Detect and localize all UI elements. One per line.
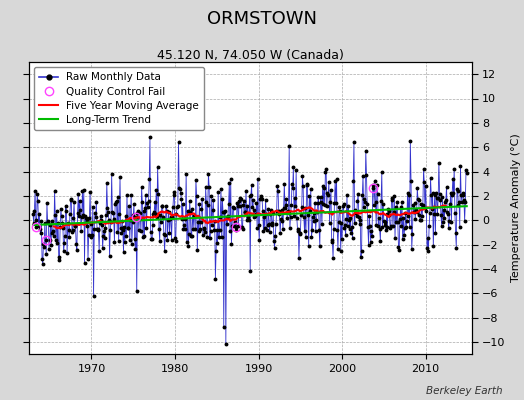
Text: ORMSTOWN: ORMSTOWN (207, 10, 317, 28)
Y-axis label: Temperature Anomaly (°C): Temperature Anomaly (°C) (511, 134, 521, 282)
Legend: Raw Monthly Data, Quality Control Fail, Five Year Moving Average, Long-Term Tren: Raw Monthly Data, Quality Control Fail, … (34, 67, 204, 130)
Title: 45.120 N, 74.050 W (Canada): 45.120 N, 74.050 W (Canada) (157, 49, 344, 62)
Text: Berkeley Earth: Berkeley Earth (427, 386, 503, 396)
